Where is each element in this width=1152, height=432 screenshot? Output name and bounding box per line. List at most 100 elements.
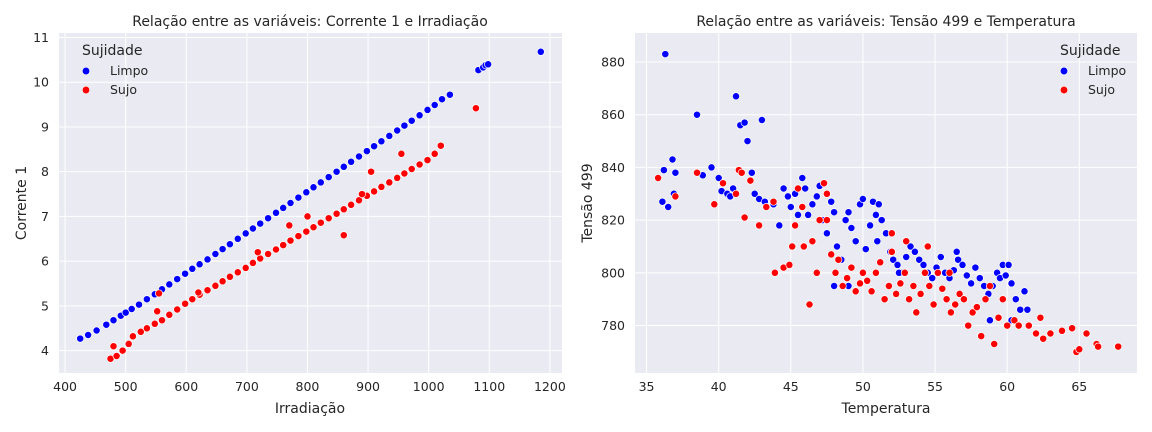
- data-point-sujo: [808, 237, 817, 246]
- data-point-sujo: [128, 332, 137, 341]
- data-point-sujo: [155, 289, 163, 298]
- data-point-limpo: [833, 242, 841, 251]
- data-point-sujo: [142, 324, 151, 333]
- legend-left: Sujidade Limpo Sujo: [81, 43, 148, 97]
- data-point-limpo: [218, 245, 227, 254]
- data-point-limpo: [967, 279, 976, 288]
- y-tick-label: 11: [33, 30, 49, 45]
- x-tick-label: 60: [999, 379, 1015, 394]
- data-point-sujo: [755, 221, 764, 230]
- data-point-limpo: [747, 168, 756, 177]
- data-point-sujo: [815, 216, 824, 225]
- data-point-sujo: [799, 242, 808, 251]
- data-point-sujo: [302, 227, 311, 236]
- data-point-sujo: [1046, 329, 1055, 338]
- legend-marker-sujo-left: [81, 85, 91, 95]
- data-point-sujo: [1039, 334, 1048, 343]
- data-point-sujo: [916, 289, 925, 298]
- data-point-limpo: [827, 197, 836, 206]
- x-tick-label: 45: [783, 379, 799, 394]
- data-point-sujo: [770, 268, 779, 277]
- data-point-sujo: [218, 277, 227, 286]
- data-point-sujo: [746, 176, 755, 185]
- data-point-limpo: [671, 168, 680, 177]
- x-tick-label: 700: [235, 379, 259, 394]
- data-point-limpo: [740, 118, 749, 127]
- data-point-limpo: [316, 178, 325, 187]
- data-point-limpo: [294, 193, 303, 202]
- data-point-sujo: [959, 295, 968, 304]
- data-point-sujo: [972, 303, 981, 312]
- y-axis-label-right: Tensão 499: [580, 163, 596, 243]
- data-point-sujo: [654, 174, 663, 182]
- data-point-sujo: [248, 258, 257, 267]
- data-point-limpo: [975, 274, 984, 283]
- data-point-sujo: [241, 263, 250, 272]
- data-point-sujo: [136, 327, 145, 336]
- x-tick-label: 600: [174, 379, 198, 394]
- data-point-sujo: [671, 192, 680, 201]
- data-point-sujo: [834, 255, 843, 264]
- data-point-limpo: [910, 247, 919, 256]
- data-point-limpo: [1001, 271, 1010, 280]
- data-point-limpo: [135, 300, 143, 309]
- data-point-limpo: [783, 192, 792, 201]
- data-point-sujo: [909, 282, 918, 290]
- data-point-limpo: [664, 203, 673, 211]
- data-point-sujo: [358, 190, 366, 199]
- data-point-limpo: [889, 255, 898, 264]
- data-point-limpo: [732, 92, 740, 101]
- data-point-sujo: [822, 189, 831, 198]
- chart-title-left: Relação entre as variáveis: Corrente 1 e…: [132, 14, 488, 30]
- data-point-sujo: [820, 179, 828, 188]
- data-point-limpo: [1020, 287, 1029, 296]
- x-tick-labels-right: 35 40 45 50 55 60 65: [639, 379, 1088, 394]
- chart-corrente-irradiacao: Relação entre as variáveis: Corrente 1 e…: [14, 14, 566, 417]
- data-point-sujo: [377, 182, 386, 191]
- data-point-limpo: [121, 308, 130, 317]
- data-point-sujo: [1094, 342, 1103, 351]
- x-tick-label: 500: [114, 379, 138, 394]
- x-axis-label-right: Temperatura: [841, 401, 931, 417]
- data-point-limpo: [127, 305, 136, 313]
- data-point-limpo: [779, 184, 788, 193]
- data-point-sujo: [370, 187, 379, 196]
- data-point-limpo: [248, 224, 257, 233]
- data-point-limpo: [902, 253, 911, 261]
- data-point-sujo: [423, 156, 432, 165]
- data-point-sujo: [233, 268, 242, 277]
- data-point-limpo: [211, 250, 220, 258]
- y-tick-label: 4: [41, 343, 49, 358]
- data-point-sujo: [400, 169, 409, 178]
- data-point-sujo: [892, 289, 901, 298]
- data-point-sujo: [1075, 345, 1084, 354]
- data-point-sujo: [181, 299, 190, 308]
- data-point-limpo: [302, 188, 311, 197]
- data-point-limpo: [142, 295, 151, 304]
- data-point-limpo: [661, 50, 670, 59]
- data-point-limpo: [181, 269, 190, 278]
- data-point-sujo: [430, 149, 439, 158]
- data-point-limpo: [438, 95, 446, 104]
- data-point-limpo: [786, 203, 795, 211]
- y-tick-label: 6: [41, 254, 49, 269]
- y-tick-label: 820: [601, 213, 625, 228]
- data-point-limpo: [866, 221, 875, 230]
- data-point-limpo: [714, 174, 723, 182]
- data-point-sujo: [946, 308, 955, 317]
- data-point-limpo: [668, 155, 677, 164]
- data-point-limpo: [355, 152, 363, 161]
- data-point-limpo: [279, 203, 288, 212]
- data-point-sujo: [858, 268, 867, 277]
- data-point-limpo: [794, 210, 802, 219]
- data-point-limpo: [804, 210, 813, 219]
- data-point-limpo: [750, 189, 759, 198]
- data-point-limpo: [225, 240, 234, 249]
- data-point-sujo: [762, 203, 771, 211]
- data-point-limpo: [286, 199, 295, 207]
- legend-marker-limpo-left: [81, 66, 91, 76]
- data-point-limpo: [92, 326, 101, 335]
- data-point-limpo: [109, 316, 118, 325]
- y-tick-label: 860: [601, 107, 625, 122]
- data-point-sujo: [788, 242, 797, 251]
